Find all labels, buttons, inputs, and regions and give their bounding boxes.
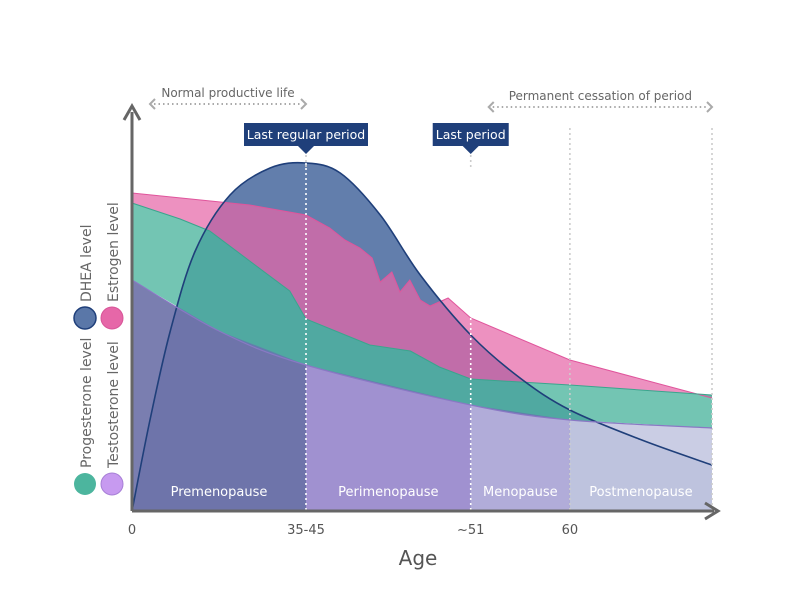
x-tick-label: 35-45 (287, 523, 325, 538)
legend-swatch-estrogen (100, 306, 124, 330)
legend-swatch-testosterone (100, 472, 124, 496)
marker-callout: Last period (432, 123, 509, 154)
progesterone-line (131, 202, 713, 396)
x-tick-label: 0 (128, 523, 136, 538)
callout-box (244, 123, 368, 154)
span-arrow-left-icon (148, 98, 156, 110)
span-arrow-right-icon (706, 101, 714, 113)
legend-swatch-dhea (73, 306, 97, 330)
span-annotations: Normal productive life Permanent cessatio… (148, 86, 714, 113)
x-axis-arrow-icon (704, 501, 721, 521)
marker-label: Last period (436, 127, 506, 142)
phase-region-postmenopause (569, 280, 712, 511)
legend-label-testosterone: Testosterone level (106, 341, 122, 469)
legend-swatch-progesterone (74, 473, 96, 495)
marker-label: Last regular period (247, 127, 366, 142)
x-tick-label: 60 (562, 523, 579, 538)
phase-region-menopause (470, 280, 570, 511)
legend: DHEA level Estrogen level Progesterone l… (73, 202, 124, 496)
dhea-line-layer (131, 161, 713, 512)
dhea-line (131, 161, 713, 512)
hormone-bands (131, 192, 713, 428)
y-axis-arrow-icon (122, 102, 142, 121)
phase-label: Premenopause (171, 485, 268, 500)
testosterone-line (131, 279, 713, 429)
legend-label-estrogen: Estrogen level (106, 202, 122, 302)
period-markers: Last regular period Last period (244, 123, 509, 154)
x-tick-label: ~51 (457, 523, 484, 538)
estrogen-area (132, 193, 712, 398)
phase-label: Perimenopause (338, 485, 438, 500)
phase-label: Postmenopause (589, 485, 692, 500)
span-arrow-left-icon (487, 101, 495, 113)
legend-label-dhea: DHEA level (79, 225, 95, 302)
estrogen-line (131, 192, 713, 399)
phase-dividers (305, 128, 713, 511)
span-label: Permanent cessation of period (509, 89, 692, 103)
span-arrow-right-icon (300, 98, 308, 110)
phase-labels: Premenopause Perimenopause Menopause Postme… (131, 279, 713, 500)
progesterone-area (132, 203, 712, 428)
callout-box (432, 123, 509, 154)
x-tick-labels: 0 35-45 ~51 60 (128, 523, 578, 538)
marker-callout: Last regular period (244, 123, 368, 154)
span-label: Normal productive life (161, 86, 294, 100)
legend-label-progesterone: Progesterone level (79, 338, 95, 468)
x-axis-label: Age (399, 546, 438, 570)
phase-label: Menopause (483, 485, 558, 500)
